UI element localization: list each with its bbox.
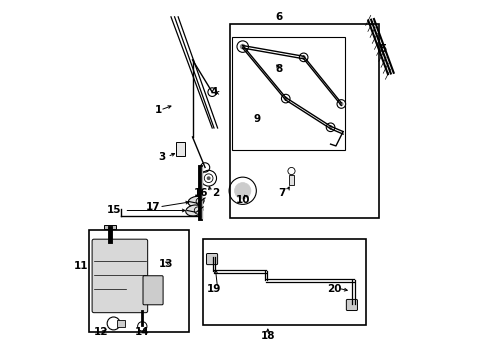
FancyBboxPatch shape	[92, 239, 147, 313]
Ellipse shape	[188, 196, 203, 207]
Text: 10: 10	[235, 195, 249, 205]
Text: 1: 1	[155, 105, 162, 115]
Text: 4: 4	[210, 87, 217, 97]
Bar	[230, 24, 378, 218]
Text: 20: 20	[326, 284, 341, 294]
Text: 13: 13	[158, 259, 172, 269]
Text: 17: 17	[145, 202, 160, 212]
Circle shape	[239, 44, 245, 49]
Bar	[176, 142, 185, 156]
Text: 14: 14	[135, 327, 149, 337]
Text: 18: 18	[260, 331, 274, 341]
Text: 5: 5	[378, 44, 386, 54]
Circle shape	[328, 125, 332, 130]
Text: 11: 11	[74, 261, 88, 271]
Text: 3: 3	[158, 152, 165, 162]
Text: 8: 8	[274, 64, 282, 74]
Bar	[289, 175, 293, 185]
Text: 16: 16	[194, 188, 208, 198]
Circle shape	[283, 96, 287, 101]
Text: 12: 12	[94, 327, 108, 337]
Text: 9: 9	[253, 114, 260, 124]
Circle shape	[234, 183, 250, 199]
Bar	[203, 239, 366, 325]
Text: 2: 2	[212, 188, 219, 198]
Bar	[117, 320, 124, 327]
Circle shape	[339, 102, 343, 106]
Bar	[231, 37, 344, 149]
FancyBboxPatch shape	[346, 300, 357, 311]
Circle shape	[301, 55, 305, 59]
Circle shape	[206, 176, 210, 180]
Text: 15: 15	[106, 206, 121, 216]
Bar	[104, 225, 116, 229]
Text: 6: 6	[274, 12, 282, 22]
FancyBboxPatch shape	[206, 253, 217, 265]
Text: 7: 7	[278, 188, 285, 198]
Ellipse shape	[185, 205, 203, 216]
Text: 19: 19	[206, 284, 221, 294]
Bar	[88, 230, 188, 332]
FancyBboxPatch shape	[142, 276, 163, 305]
